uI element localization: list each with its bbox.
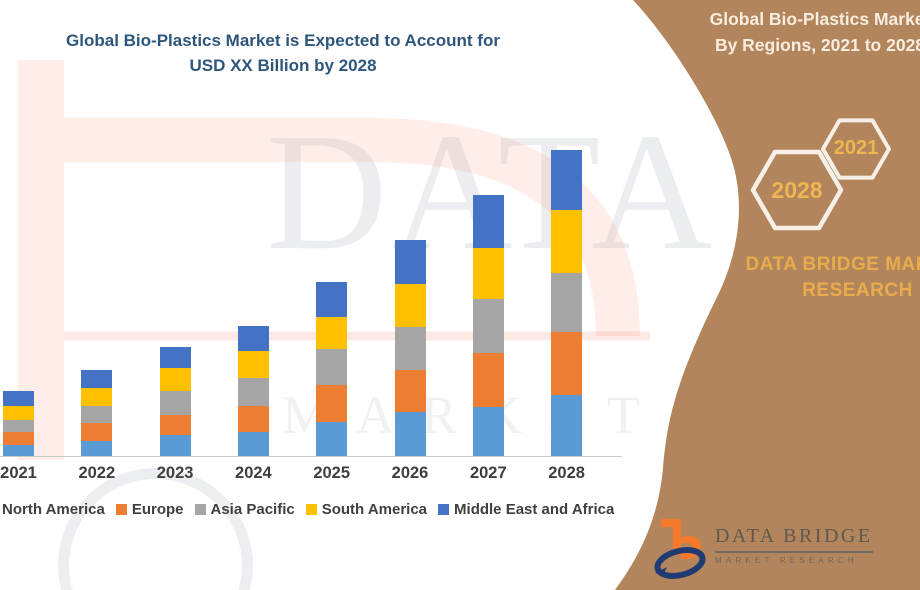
logo-name: DATA BRIDGE: [715, 525, 873, 553]
segment-europe-2023: [159, 415, 191, 435]
segment-europe-2024: [237, 406, 269, 432]
logo-text-block: DATA BRIDGE MARKET RESEARCH: [715, 525, 873, 565]
legend-item-europe: Europe: [115, 501, 184, 518]
legend-label-south-america: South America: [321, 501, 428, 518]
segment-europe-2027: [472, 353, 504, 407]
segment-asia-pacific-2022: [81, 406, 113, 423]
legend-label-middle-east-and-africa: Middle East and Africa: [454, 501, 615, 518]
segment-middle-east-and-africa-2022: [81, 370, 113, 388]
legend-item-asia-pacific: Asia Pacific: [194, 501, 295, 518]
segment-south-america-2021: [3, 406, 34, 420]
side-panel-title-line1: Global Bio-Plastics Market: [709, 9, 920, 29]
x-axis-label-2025: 2025: [313, 464, 351, 482]
segment-north-america-2021: [3, 445, 34, 457]
segment-south-america-2025: [316, 317, 348, 349]
segment-south-america-2023: [159, 368, 191, 391]
segment-north-america-2027: [472, 407, 504, 457]
data-bridge-logo-icon: [654, 519, 706, 579]
legend-swatch-europe: [115, 504, 127, 515]
segment-asia-pacific-2028: [551, 273, 583, 332]
segment-middle-east-and-africa-2027: [472, 195, 504, 248]
segment-south-america-2027: [472, 248, 504, 299]
segment-asia-pacific-2021: [3, 420, 34, 432]
side-panel-brand-line2: RESEARCH: [802, 280, 913, 301]
segment-middle-east-and-africa-2021: [3, 391, 34, 406]
legend-swatch-asia-pacific: [194, 504, 206, 515]
legend-item-middle-east-and-africa: Middle East and Africa: [438, 501, 614, 518]
x-axis-label-2028: 2028: [548, 464, 585, 482]
legend-label-north-america: North America: [2, 501, 105, 518]
segment-middle-east-and-africa-2024: [237, 326, 269, 351]
hexagon-2021: [821, 118, 891, 180]
segment-middle-east-and-africa-2023: [159, 347, 191, 368]
hexagon-badges: [750, 118, 891, 231]
segment-north-america-2022: [81, 441, 113, 457]
segment-middle-east-and-africa-2025: [316, 282, 348, 317]
segment-south-america-2022: [81, 388, 113, 406]
side-panel-brand-line1: DATA BRIDGE MARKET: [745, 254, 920, 275]
segment-europe-2026: [394, 370, 426, 412]
x-axis-label-2027: 2027: [469, 464, 507, 482]
segment-south-america-2026: [394, 284, 426, 327]
segment-north-america-2025: [316, 422, 348, 457]
segment-asia-pacific-2023: [159, 391, 191, 415]
bar-2028: [551, 150, 583, 457]
hexagon-2028: [750, 149, 844, 231]
x-axis-label-2023: 2023: [156, 464, 194, 482]
bar-2025: [316, 282, 348, 457]
segment-europe-2022: [81, 423, 113, 441]
segment-asia-pacific-2027: [472, 299, 504, 353]
chart-title: Global Bio-Plastics Market is Expected t…: [0, 28, 566, 78]
legend-item-north-america: North America: [0, 501, 105, 518]
segment-europe-2028: [551, 332, 583, 395]
segment-europe-2025: [316, 385, 348, 422]
x-axis-line: [0, 456, 622, 457]
legend-item-south-america: South America: [305, 501, 428, 518]
x-axis-label-2024: 2024: [235, 464, 272, 482]
bar-2027: [472, 195, 504, 457]
logo-subtitle: MARKET RESEARCH: [715, 556, 858, 565]
segment-asia-pacific-2026: [394, 327, 426, 370]
chart-title-line1: Global Bio-Plastics Market is Expected t…: [66, 31, 500, 50]
side-panel-title-line2: By Regions, 2021 to 2028: [714, 34, 920, 55]
segment-north-america-2026: [394, 412, 426, 457]
data-bridge-logo: DATA BRIDGE MARKET RESEARCH: [653, 517, 873, 579]
bar-2023: [159, 347, 191, 457]
segment-middle-east-and-africa-2028: [551, 150, 583, 210]
segment-middle-east-and-africa-2026: [394, 240, 426, 284]
segment-asia-pacific-2025: [316, 349, 348, 385]
chart-legend: North America Europe Asia Pacific South Ame…: [0, 501, 666, 518]
chart-title-line2: USD XX Billion by 2028: [189, 56, 377, 75]
hexagon-2021-label: 2021: [833, 137, 879, 159]
bar-2026: [394, 240, 426, 457]
legend-swatch-south-america: [305, 504, 317, 515]
side-panel-brand-text: DATA BRIDGE MARKET RESEARCH: [700, 252, 920, 304]
hexagon-2028-label: 2028: [771, 177, 823, 203]
x-axis-label-2021: 2021: [0, 464, 37, 482]
segment-north-america-2024: [237, 432, 269, 457]
x-axis-labels: 2021 2022 2023 2024 2025 2026 2027 2028: [0, 464, 622, 486]
segment-south-america-2028: [551, 210, 583, 273]
x-axis-label-2026: 2026: [391, 464, 429, 482]
segment-asia-pacific-2024: [237, 378, 269, 406]
legend-label-europe: Europe: [131, 501, 184, 518]
segment-europe-2021: [3, 432, 34, 445]
bar-2022: [81, 370, 113, 457]
side-panel-title: Global Bio-Plastics Market By Regions, 2…: [700, 7, 920, 58]
legend-swatch-middle-east-and-africa: [438, 504, 450, 515]
segment-south-america-2024: [237, 351, 269, 378]
segment-north-america-2023: [159, 435, 191, 457]
x-axis-label-2022: 2022: [78, 464, 116, 482]
legend-label-asia-pacific: Asia Pacific: [210, 501, 295, 518]
bar-2021: [3, 391, 34, 457]
bar-2024: [237, 326, 269, 457]
segment-north-america-2028: [551, 395, 583, 457]
